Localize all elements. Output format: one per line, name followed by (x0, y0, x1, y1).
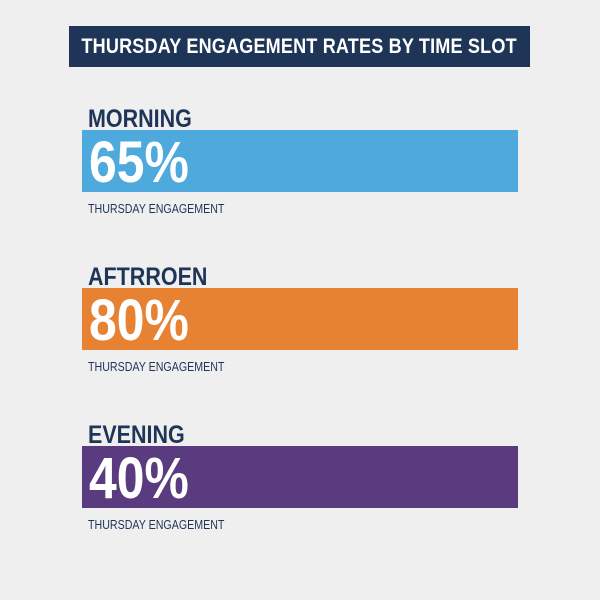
bar (82, 446, 518, 508)
category-label: MORNING (88, 105, 192, 133)
data-label: 65% (89, 130, 189, 195)
bar (82, 130, 518, 192)
chart-title-bar: THURSDAY ENGAGEMENT RATES BY TIME SLOT (69, 26, 530, 67)
bar-track (82, 288, 518, 350)
bar-caption: THURSDAY ENGAGEMENT (88, 517, 225, 532)
bar-track (82, 446, 518, 508)
chart-title: THURSDAY ENGAGEMENT RATES BY TIME SLOT (81, 34, 518, 58)
data-label: 40% (89, 446, 189, 511)
bar-caption: THURSDAY ENGAGEMENT (88, 359, 225, 374)
category-label: EVENING (88, 421, 185, 449)
category-label: AFTRROEN (88, 263, 208, 291)
bar-caption: THURSDAY ENGAGEMENT (88, 201, 225, 216)
bar-track (82, 130, 518, 192)
data-label: 80% (89, 288, 189, 353)
bar (82, 288, 518, 350)
